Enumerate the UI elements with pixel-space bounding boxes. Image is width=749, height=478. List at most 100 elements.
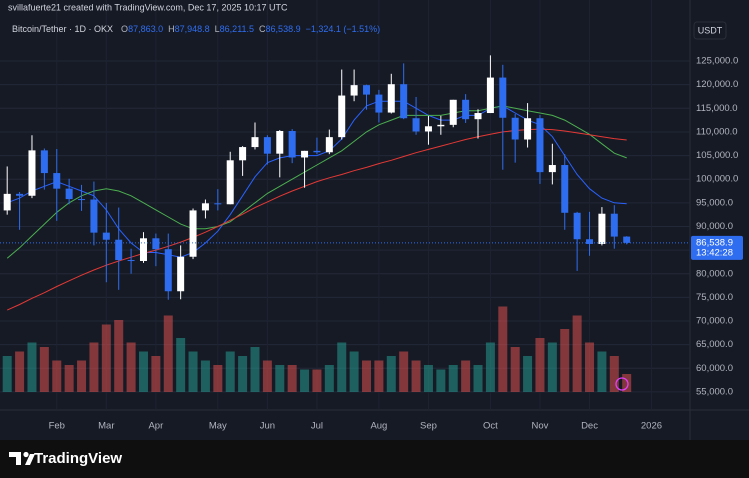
candle-body	[474, 113, 482, 120]
legend-key: C	[259, 24, 266, 34]
volume-bar	[510, 347, 520, 392]
symbol: Bitcoin/Tether · 1D · OKX	[12, 24, 113, 34]
candle-body	[524, 118, 532, 140]
legend-key: L	[215, 24, 220, 34]
y-tick-label: 110,000.0	[696, 126, 738, 137]
candle-body	[78, 199, 86, 201]
x-tick-label: Sep	[420, 421, 437, 432]
candle-body	[462, 99, 470, 120]
volume-bar	[27, 342, 37, 392]
y-tick-label: 105,000.0	[696, 150, 738, 161]
candle-body	[276, 130, 284, 154]
volume-bar	[560, 329, 570, 392]
candle-body	[573, 212, 581, 240]
volume-bar	[250, 347, 260, 392]
y-tick-label: 60,000.0	[696, 363, 733, 374]
candle-body	[449, 99, 457, 125]
y-tick-label: 95,000.0	[696, 197, 733, 208]
footer-brand: TradingView	[34, 450, 122, 467]
candle-body	[90, 199, 98, 233]
legend-key: H	[168, 24, 175, 34]
candle-body	[53, 173, 61, 189]
candle-body	[486, 77, 494, 114]
volume-bar	[399, 351, 409, 392]
candle-body	[387, 84, 395, 113]
volume-bar	[238, 356, 248, 392]
countdown: 13:42:28	[696, 247, 733, 258]
candle-body	[201, 203, 209, 211]
candle-body	[115, 239, 123, 261]
candle-body	[263, 137, 271, 154]
last-price-label: 86,538.9	[696, 237, 733, 248]
volume-bar	[411, 360, 421, 392]
volume-bar	[52, 360, 62, 392]
currency-box	[693, 21, 727, 40]
volume-bar	[349, 351, 359, 392]
volume-bar	[200, 360, 210, 392]
y-tick-label: 115,000.0	[696, 103, 738, 114]
legend-value: 87,948.8	[175, 24, 210, 34]
x-tick-label: Oct	[483, 421, 498, 432]
moving-average	[6, 105, 627, 259]
alert-icon[interactable]	[615, 377, 629, 391]
volume-bar	[176, 338, 186, 392]
volume-bar	[262, 360, 272, 392]
candle-body	[548, 165, 556, 173]
legend-key: O	[121, 24, 128, 34]
candle-body	[511, 117, 519, 140]
x-tick-label: Dec	[581, 421, 598, 432]
candle-body	[536, 118, 544, 173]
volume-bar	[324, 365, 334, 392]
candle-body	[189, 210, 197, 257]
candle-body	[65, 188, 73, 200]
candle-body	[313, 150, 321, 153]
volume-bar	[114, 320, 124, 392]
candle-body	[499, 77, 507, 118]
candle-body	[288, 130, 296, 158]
volume-bar	[362, 360, 372, 392]
candle-body	[586, 239, 594, 244]
candle-body	[251, 137, 259, 148]
volume-bar	[225, 351, 235, 392]
volume-bar	[473, 365, 483, 392]
tradingview-logo	[9, 451, 35, 465]
volume-bar	[374, 360, 384, 392]
candle-body	[424, 126, 432, 132]
logo-dot	[23, 451, 29, 458]
candle-body	[437, 124, 445, 127]
currency: USDT	[698, 25, 723, 35]
volume-bar	[101, 324, 111, 392]
volume-bar	[523, 356, 533, 392]
candle-body	[16, 193, 24, 196]
volume-bar	[151, 356, 161, 392]
candle-body	[610, 213, 618, 237]
y-tick-label: 120,000.0	[696, 79, 738, 90]
volume-bar	[275, 365, 285, 392]
candle-body	[28, 150, 36, 196]
y-tick-label: 75,000.0	[696, 292, 733, 303]
candle-body	[3, 193, 11, 211]
volume-bar	[386, 356, 396, 392]
candle-body	[598, 213, 606, 244]
y-tick-label: 65,000.0	[696, 339, 733, 350]
volume-bar	[188, 351, 198, 392]
candle-body	[301, 150, 309, 158]
candle-body	[350, 85, 358, 96]
volume-bar	[138, 351, 148, 392]
candle-body	[226, 160, 234, 205]
volume-bar	[448, 365, 458, 392]
x-tick-label: Mar	[98, 421, 114, 432]
volume-bar	[337, 342, 347, 392]
x-tick-label: May	[209, 421, 227, 432]
volume-bar	[609, 356, 619, 392]
candle-body	[177, 256, 185, 292]
volume-bar	[213, 365, 223, 392]
y-tick-label: 55,000.0	[696, 386, 733, 397]
volume-bar	[461, 360, 471, 392]
volume-bar	[622, 374, 632, 392]
candle-body	[623, 236, 631, 243]
volume-bar	[597, 351, 607, 392]
candle-body	[152, 238, 160, 250]
